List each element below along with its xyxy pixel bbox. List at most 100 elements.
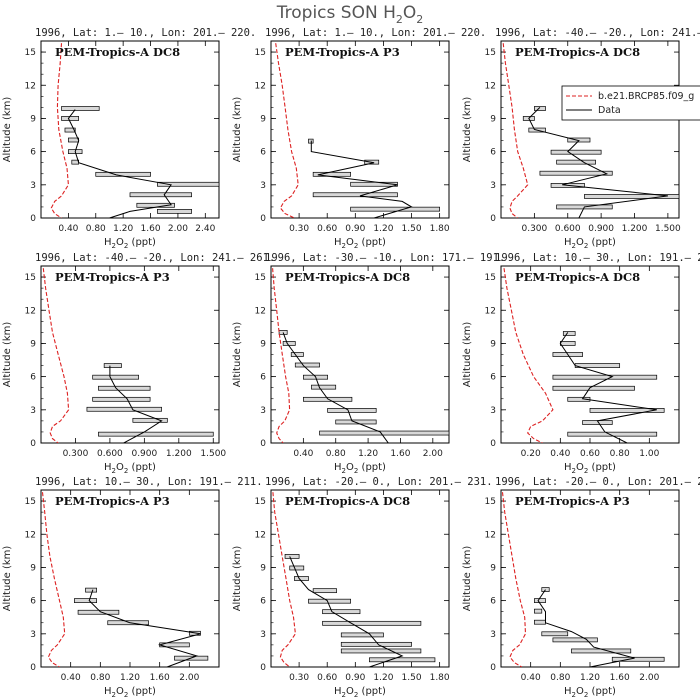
range-box [552, 637, 598, 643]
y-tick-label: 0 [260, 214, 266, 224]
y-axis-label: Altitude (km) [462, 546, 473, 612]
plot-area [502, 43, 679, 218]
chart-panel: 1996, Lat: -40.– -20., Lon: 241.– 261. 0 3… [2, 252, 275, 475]
panel-title: 1996, Lat: 1.– 10., Lon: 201.– 220. [35, 27, 256, 39]
model-line [501, 492, 527, 667]
chart-panel: 1996, Lat: 10.– 30., Lon: 191.– 211. 0 3 6 9… [462, 252, 700, 475]
data-line [537, 589, 635, 667]
campaign-label: PEM-Tropics-A DC8 [515, 270, 640, 284]
x-tick-label: 0.80 [550, 673, 570, 683]
x-tick-label: 2.00 [639, 673, 659, 683]
range-box [534, 106, 546, 111]
range-box [311, 384, 337, 390]
data-line [282, 332, 389, 443]
y-tick-label: 3 [490, 181, 496, 191]
range-box [64, 127, 76, 133]
range-box [107, 620, 149, 626]
y-tick-label: 0 [30, 214, 36, 224]
chart-panel: 1996, Lat: -30.– -10., Lon: 171.– 191. 0 3… [232, 252, 505, 475]
range-box [552, 374, 658, 380]
x-tick-label: 1.00 [639, 449, 659, 459]
y-tick-label: 6 [260, 597, 266, 607]
range-box [562, 331, 576, 336]
range-box [567, 396, 591, 402]
x-tick-label: 1.20 [373, 224, 393, 234]
x-axis-label: H2O2 (ppt) [104, 686, 156, 699]
x-axis-label: H2O2 (ppt) [564, 686, 616, 699]
range-box [289, 565, 305, 571]
x-tick-label: 1.60 [150, 673, 170, 683]
x-tick-label: 0.80 [326, 449, 346, 459]
range-box [308, 598, 351, 604]
range-box [319, 430, 449, 436]
x-tick-label: 0.300 [63, 449, 89, 459]
plot-area [503, 268, 665, 443]
y-tick-label: 12 [25, 530, 36, 540]
range-box [340, 632, 384, 638]
model-line [275, 43, 299, 218]
y-tick-label: 9 [490, 563, 496, 573]
range-box [74, 598, 97, 603]
plot-frame [500, 40, 680, 219]
x-tick-label: 0.600 [97, 449, 123, 459]
x-axis-label: H2O2 (ppt) [564, 237, 616, 250]
data-line [559, 332, 657, 443]
x-tick-label: 0.60 [317, 224, 337, 234]
x-tick-label: 1.60 [610, 673, 630, 683]
x-tick-label: 1.80 [430, 224, 450, 234]
data-line [310, 140, 413, 218]
y-tick-label: 9 [260, 339, 266, 349]
range-box [61, 106, 100, 111]
model-line [272, 268, 291, 443]
legend-data-label: Data [598, 105, 621, 116]
range-box [534, 598, 546, 603]
x-tick-label: 0.900 [588, 224, 614, 234]
y-tick-label: 3 [30, 630, 36, 640]
x-tick-label: 2.40 [195, 224, 215, 234]
x-tick-label: 0.900 [131, 449, 157, 459]
range-box [132, 417, 168, 423]
plot-area [501, 492, 665, 667]
y-tick-label: 15 [25, 273, 36, 283]
y-tick-label: 12 [255, 81, 266, 91]
x-tick-label: 0.60 [580, 449, 600, 459]
figure-title: Tropics SON H2O2 [276, 3, 424, 26]
plot-frame [500, 265, 680, 444]
y-tick-label: 3 [260, 630, 266, 640]
x-axis-label: H2O2 (ppt) [104, 462, 156, 475]
range-box [92, 396, 151, 402]
range-box [539, 170, 613, 176]
x-tick-label: 0.80 [90, 673, 110, 683]
x-tick-label: 1.20 [373, 673, 393, 683]
y-tick-label: 6 [490, 148, 496, 158]
range-box [584, 194, 679, 199]
y-tick-label: 0 [260, 663, 266, 673]
y-tick-label: 12 [485, 306, 496, 316]
y-tick-label: 6 [260, 148, 266, 158]
x-tick-label: 0.600 [555, 224, 581, 234]
y-axis-label: Altitude (km) [462, 97, 473, 163]
range-box [92, 374, 139, 380]
plot-area [272, 268, 449, 443]
y-tick-label: 6 [490, 597, 496, 607]
campaign-label: PEM-Tropics-A P3 [285, 45, 400, 59]
range-box [611, 656, 665, 662]
y-tick-label: 0 [490, 214, 496, 224]
x-tick-label: 1.500 [200, 449, 226, 459]
model-line [502, 43, 529, 218]
x-tick-label: 0.40 [293, 449, 313, 459]
x-axis-label: H2O2 (ppt) [104, 237, 156, 250]
x-tick-label: 0.40 [550, 449, 570, 459]
y-tick-label: 9 [30, 114, 36, 124]
x-tick-label: 1.60 [141, 224, 161, 234]
range-box [312, 588, 337, 594]
y-tick-label: 15 [485, 273, 496, 283]
chart-panel: 1996, Lat: -20.– 0., Lon: 201.– 231. 0 3 6 9… [462, 476, 700, 699]
x-tick-label: 1.20 [120, 673, 140, 683]
campaign-label: PEM-Tropics-A P3 [55, 270, 170, 284]
x-tick-label: 1.80 [430, 673, 450, 683]
data-line [528, 107, 668, 218]
range-box [157, 181, 219, 187]
range-box [556, 159, 596, 165]
legend: b.e21.BRCP85.f09_g Data [561, 85, 700, 121]
